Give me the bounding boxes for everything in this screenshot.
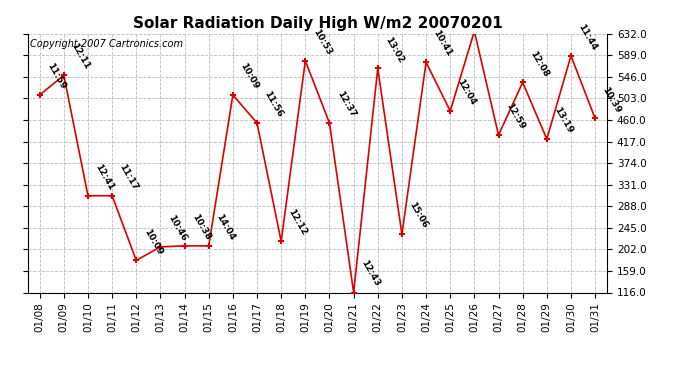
Text: 11:59: 11:59 <box>46 62 68 91</box>
Text: 13:02: 13:02 <box>384 35 405 64</box>
Text: 10:53: 10:53 <box>311 27 333 57</box>
Text: 12:04: 12:04 <box>456 78 478 107</box>
Text: 12:43: 12:43 <box>359 259 382 288</box>
Text: 15:06: 15:06 <box>408 201 429 230</box>
Text: 10:46: 10:46 <box>166 213 188 243</box>
Text: 13:19: 13:19 <box>553 105 575 135</box>
Text: 12:11: 12:11 <box>70 42 92 71</box>
Text: 10:09: 10:09 <box>142 227 164 256</box>
Text: 12:37: 12:37 <box>335 90 357 119</box>
Text: 12:12: 12:12 <box>287 208 309 237</box>
Text: 14:04: 14:04 <box>215 212 237 242</box>
Text: 11:56: 11:56 <box>263 90 285 119</box>
Text: Copyright 2007 Cartronics.com: Copyright 2007 Cartronics.com <box>30 39 184 49</box>
Text: 11:35: 11:35 <box>0 374 1 375</box>
Text: 10:41: 10:41 <box>432 29 454 58</box>
Text: 12:08: 12:08 <box>529 49 550 78</box>
Text: 11:17: 11:17 <box>118 162 140 192</box>
Text: 10:39: 10:39 <box>601 85 623 114</box>
Text: 10:38: 10:38 <box>190 213 212 242</box>
Title: Solar Radiation Daily High W/m2 20070201: Solar Radiation Daily High W/m2 20070201 <box>132 16 502 31</box>
Text: 11:44: 11:44 <box>577 22 599 52</box>
Text: 10:09: 10:09 <box>239 62 260 91</box>
Text: 12:41: 12:41 <box>94 162 116 192</box>
Text: 12:59: 12:59 <box>504 102 526 131</box>
